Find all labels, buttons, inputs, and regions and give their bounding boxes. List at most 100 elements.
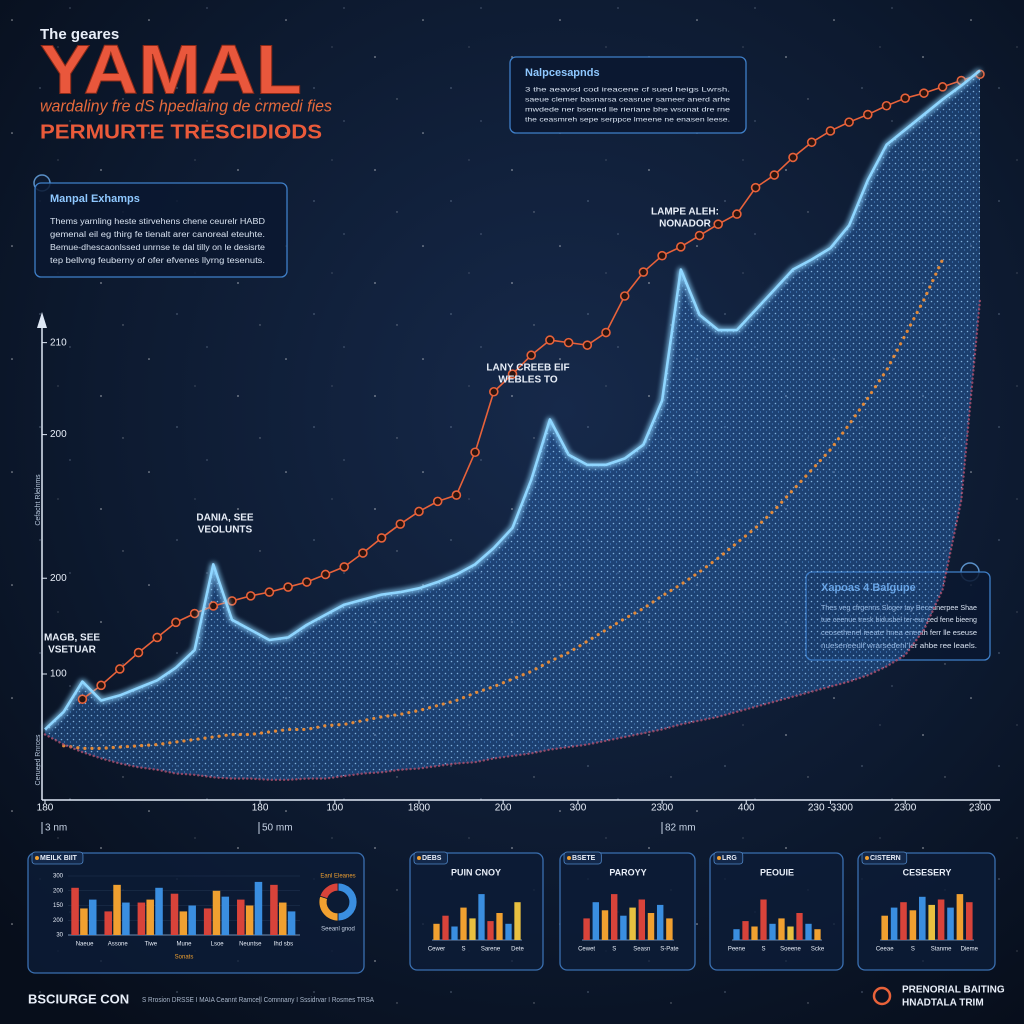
- series-marker: [227, 596, 237, 606]
- x-note: 82 mm: [665, 823, 696, 834]
- info-box-line: Bemue-dhescaonlssed unrnse te dal tilly …: [50, 243, 266, 252]
- series-marker: [937, 82, 948, 92]
- panel-tag: [413, 851, 448, 865]
- y-tick-label: 100: [50, 669, 67, 680]
- tagline: PERMURTE TRESCIDIODS: [40, 121, 322, 143]
- panel-tag-icon: [417, 856, 421, 860]
- series-marker: [657, 250, 667, 261]
- bar: [760, 899, 767, 940]
- bar: [505, 923, 512, 940]
- bar: [245, 905, 254, 935]
- info-box: Nalpcesapnds 3 the aeavsd cod ireacene cf…: [509, 56, 747, 134]
- x-tick-label: Soeene: [780, 947, 801, 953]
- annotation: NONADOR: [659, 219, 711, 230]
- bar: [514, 902, 521, 940]
- footer-brand: BSCIURGE CON: [28, 991, 129, 1006]
- x-tick-label: Ihd sbs: [274, 942, 293, 948]
- series-marker: [601, 327, 611, 338]
- annotation: LAMPE ALEH:: [651, 207, 719, 218]
- bar: [751, 926, 758, 940]
- series-marker: [806, 137, 817, 148]
- panel: DEBS PUIN CNOY Cewer S Sarene Dete: [409, 851, 544, 971]
- subtitle: wardaliny fre dS hpediaing de crmedi fie…: [40, 96, 332, 115]
- annotation: VEOLUNTS: [198, 525, 253, 536]
- panel-tag: [563, 851, 602, 865]
- bar: [146, 899, 154, 935]
- info-box-title: Nalpcesapnds: [525, 67, 600, 79]
- panel-frame: [857, 852, 996, 971]
- series-line: [44, 69, 981, 731]
- bar: [966, 902, 973, 940]
- main-chart: 100 200 200 210 180 180 100 1800 200 300 2300 400 23…: [35, 69, 1000, 834]
- x-tick-label: 1800: [408, 803, 431, 814]
- bar: [947, 907, 954, 940]
- panel-tag-label: MEILK BIIT: [40, 855, 78, 862]
- series-marker: [919, 88, 929, 98]
- x-tick-label: Seasn: [633, 947, 650, 953]
- info-box-line: tep bellvng feuberny of ofer efvenes lly…: [50, 256, 265, 265]
- series-marker: [713, 219, 724, 229]
- bar: [122, 902, 130, 935]
- x-tick-label: Naeue: [76, 942, 94, 948]
- x-tick-label: Lsoe: [211, 942, 225, 948]
- bar: [601, 910, 609, 940]
- y-tick-label: 150: [53, 903, 64, 909]
- x-tick-label: 300: [570, 803, 587, 814]
- donut-title: Eanl Eleanes: [320, 874, 355, 880]
- series-marker: [283, 582, 293, 592]
- y-tick-label: 300: [53, 874, 64, 880]
- x-tick-label: Scke: [811, 947, 825, 953]
- y-axis-arrow: [37, 312, 47, 328]
- series-marker: [376, 533, 387, 543]
- panel-frame: [559, 852, 696, 971]
- kicker: The geares: [40, 26, 119, 43]
- series-marker: [470, 447, 480, 458]
- info-box-line: the ceasmreh sepe serppce lmeene ne enas…: [525, 117, 730, 124]
- x-tick-label: 2300: [651, 803, 674, 814]
- bar: [469, 918, 476, 940]
- series-marker: [77, 694, 88, 705]
- series-marker: [844, 117, 854, 127]
- info-box-line: Thems yarnling heste stirvehens chene ce…: [50, 217, 265, 226]
- series-line: [62, 257, 945, 750]
- bar: [496, 913, 503, 940]
- series-marker: [152, 632, 162, 643]
- info-box-frame: [509, 56, 747, 134]
- bar: [287, 911, 296, 935]
- x-tick-label: Tiwe: [145, 942, 158, 948]
- x-tick-label: Dete: [511, 947, 524, 953]
- bar: [88, 899, 97, 935]
- series-marker: [638, 267, 649, 277]
- donut-caption: Seeanl gnod: [321, 927, 355, 933]
- y-tick-label: 200: [50, 573, 67, 584]
- series-marker: [320, 569, 331, 580]
- bar: [279, 902, 287, 935]
- y-tick-label: 30: [56, 933, 63, 939]
- annotation: WEBLES TO: [498, 375, 557, 386]
- footer: BSCIURGE CON S Rrosion DRSSE I MAIA Ceann…: [28, 985, 1005, 1009]
- panel-title: PUIN CNOY: [451, 867, 501, 877]
- info-box-line: gemenal eil eg thirg fe tienalt arer can…: [50, 230, 265, 239]
- bar: [170, 893, 179, 935]
- footer-credits: S Rrosion DRSSE I MAIA Ceannt Ramcell Co…: [142, 997, 374, 1004]
- bar: [451, 926, 458, 940]
- series-marker: [582, 340, 593, 350]
- panel-tag-label: LRG: [722, 855, 737, 862]
- x-tick-label: S-Pate: [660, 947, 679, 953]
- x-tick-label: Assone: [108, 942, 129, 948]
- series-marker: [675, 242, 686, 252]
- x-tick-label: Ceeae: [876, 947, 894, 953]
- bar: [71, 887, 79, 935]
- bar: [620, 915, 627, 940]
- series-marker: [208, 601, 219, 611]
- y-axis-label: Cerueed Rnrces: [35, 734, 42, 785]
- info-box-line: saeue clemer basnarsa ceasruer sameer an…: [525, 97, 731, 104]
- bar: [928, 904, 935, 940]
- x-note: 3 nm: [45, 823, 67, 834]
- bar: [919, 896, 926, 940]
- panel-frame: [27, 852, 365, 974]
- series-marker: [189, 608, 200, 619]
- x-tick-label: Neuntse: [239, 942, 262, 948]
- series-marker: [788, 152, 798, 163]
